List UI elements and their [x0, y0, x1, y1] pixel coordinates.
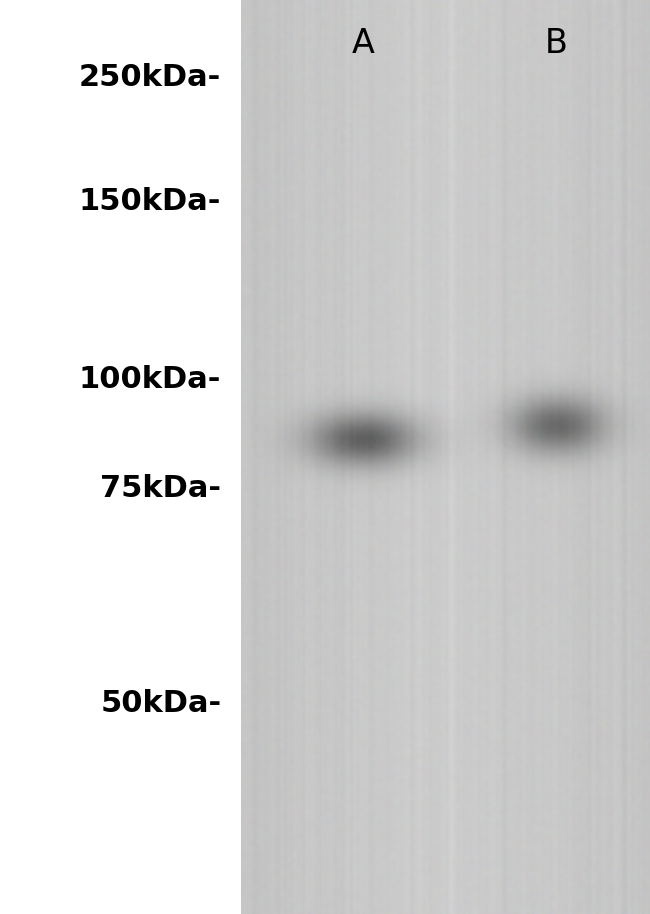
Text: A: A: [352, 27, 375, 60]
Text: 150kDa-: 150kDa-: [79, 186, 221, 216]
Text: B: B: [545, 27, 567, 60]
Text: 250kDa-: 250kDa-: [79, 63, 221, 92]
Text: 75kDa-: 75kDa-: [100, 474, 221, 504]
Text: 100kDa-: 100kDa-: [79, 365, 221, 394]
Text: 50kDa-: 50kDa-: [100, 689, 221, 718]
